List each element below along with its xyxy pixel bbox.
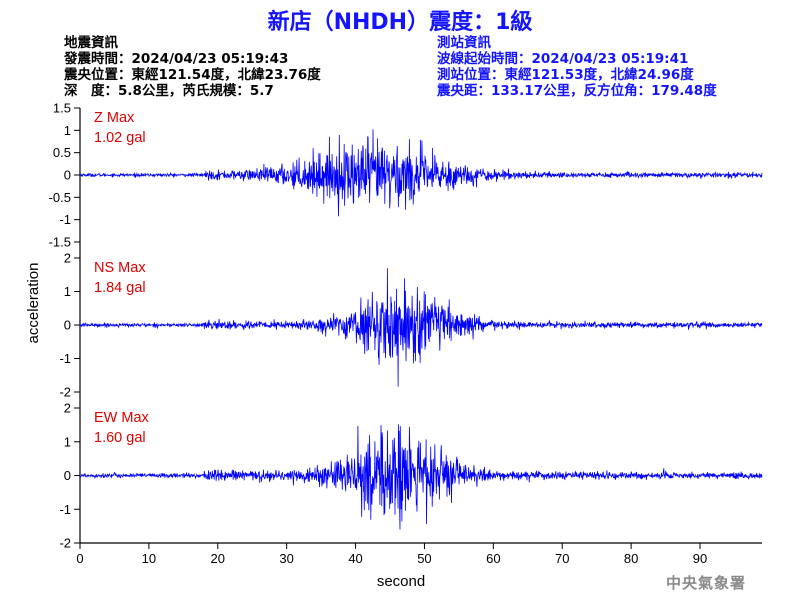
- quake-info-heading: 地震資訊: [64, 35, 118, 51]
- trace-ew: [79, 424, 763, 530]
- max-value-ew: 1.60 gal: [94, 430, 146, 446]
- x-tick-label: 90: [693, 551, 707, 566]
- max-value-z: 1.02 gal: [94, 130, 146, 146]
- x-tick-label: 70: [555, 551, 569, 566]
- station-location: 測站位置：東經121.53度，北緯24.96度: [437, 67, 694, 83]
- y-axis-label: acceleration: [25, 263, 42, 344]
- chart-title: 新店（NHDH）震度：1級: [267, 10, 533, 35]
- y-tick-label-z: 1.5: [53, 101, 71, 116]
- y-tick-label-z: -1.5: [49, 235, 71, 250]
- x-tick-label: 80: [624, 551, 638, 566]
- max-label-ns: NS Max: [94, 260, 146, 276]
- x-tick-label: 20: [211, 551, 225, 566]
- y-tick-label-ew: 1: [64, 434, 71, 449]
- y-tick-label-z: -1: [59, 212, 71, 227]
- x-tick-label: 0: [76, 551, 83, 566]
- x-tick-label: 60: [486, 551, 500, 566]
- y-tick-label-ew: 0: [64, 468, 71, 483]
- x-tick-label: 10: [142, 551, 156, 566]
- y-tick-label-z: 1: [64, 123, 71, 138]
- y-tick-label-ns: 2: [64, 251, 71, 266]
- max-label-z: Z Max: [94, 110, 135, 126]
- y-tick-label-ew: -1: [59, 502, 71, 517]
- y-tick-label-z: 0.5: [53, 145, 71, 160]
- y-tick-label-ns: 0: [64, 318, 71, 333]
- max-label-ew: EW Max: [94, 410, 150, 426]
- y-tick-label-ns: -2: [59, 385, 71, 400]
- y-tick-label-ns: -1: [59, 351, 71, 366]
- station-info-heading: 測站資訊: [437, 35, 491, 51]
- y-tick-label-z: 0: [64, 168, 71, 183]
- epicenter: 震央位置：東經121.54度，北緯23.76度: [64, 67, 321, 83]
- y-tick-label-ew: -2: [59, 536, 71, 551]
- epicentral-distance: 震央距：133.17公里，反方位角：179.48度: [437, 83, 717, 99]
- depth-magnitude: 深 度：5.8公里，芮氏規模：5.7: [64, 83, 274, 99]
- x-tick-label: 40: [348, 551, 362, 566]
- y-tick-label-ew: 2: [64, 401, 71, 416]
- trace-z: [79, 129, 763, 217]
- x-tick-label: 30: [279, 551, 293, 566]
- x-axis-label: second: [377, 573, 425, 590]
- station-info: 測站資訊 波線起始時間：2024/04/23 05:19:41 測站位置：東經1…: [437, 35, 717, 99]
- trace-ns: [79, 268, 763, 387]
- origin-time: 發震時間：2024/04/23 05:19:43: [64, 51, 289, 67]
- wave-start-time: 波線起始時間：2024/04/23 05:19:41: [437, 51, 689, 67]
- x-tick-label: 50: [417, 551, 431, 566]
- y-tick-label-ns: 1: [64, 284, 71, 299]
- max-value-ns: 1.84 gal: [94, 280, 146, 296]
- quake-info: 地震資訊 發震時間：2024/04/23 05:19:43 震央位置：東經121…: [64, 35, 321, 99]
- agency-watermark: 中央氣象署: [665, 574, 746, 592]
- y-tick-label-z: -0.5: [49, 190, 71, 205]
